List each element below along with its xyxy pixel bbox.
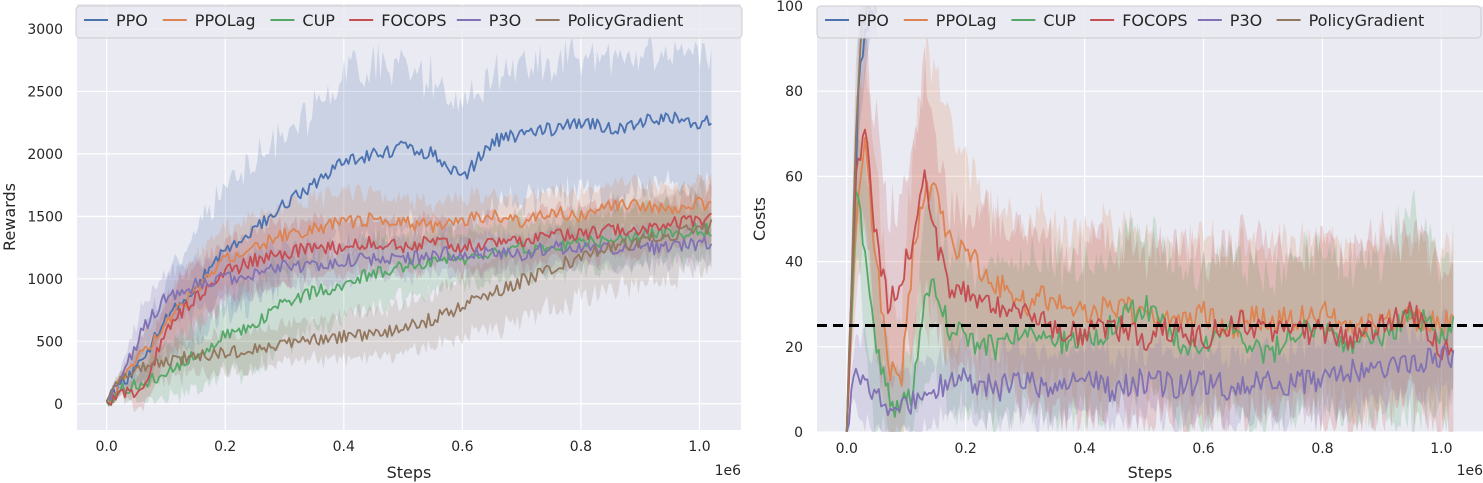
tick-labels: 0.0 0.2 0.4 0.6 0.8 1.0 0 20 40 60 80 100 bbox=[776, 0, 1452, 457]
legend-label-policygradient: PolicyGradient bbox=[568, 11, 684, 30]
y-tick-label: 100 bbox=[776, 0, 803, 15]
legend-label-p3o: P3O bbox=[489, 11, 521, 30]
y-tick-label: 20 bbox=[785, 340, 803, 356]
y-tick-label: 60 bbox=[785, 169, 803, 185]
band-focops bbox=[846, 25, 1454, 432]
x-tick-label: 0.0 bbox=[836, 441, 858, 457]
x-tick-label: 0.0 bbox=[96, 439, 118, 455]
y-tick-label: 2000 bbox=[27, 147, 63, 163]
x-offset-label: 1e6 bbox=[1457, 463, 1483, 479]
y-tick-label: 40 bbox=[785, 255, 803, 271]
legend-label-cup: CUP bbox=[302, 11, 335, 30]
legend-label-ppolag: PPOLag bbox=[195, 11, 256, 30]
x-axis-label: Steps bbox=[387, 463, 432, 482]
line-p3o bbox=[845, 345, 1455, 432]
y-axis-label: Costs bbox=[750, 197, 769, 241]
x-tick-label: 0.4 bbox=[1073, 441, 1095, 457]
x-tick-label: 0.8 bbox=[570, 439, 592, 455]
x-tick-label: 0.6 bbox=[451, 439, 473, 455]
series-lines bbox=[845, 6, 1455, 432]
line-focops bbox=[845, 128, 1455, 432]
series-lines bbox=[105, 111, 713, 407]
plot-background bbox=[817, 6, 1483, 432]
legend-label-ppo: PPO bbox=[857, 11, 889, 30]
grid-lines bbox=[77, 4, 741, 430]
legend-frame bbox=[75, 5, 743, 39]
grid-lines bbox=[817, 5, 1483, 433]
y-tick-label: 1500 bbox=[27, 209, 63, 225]
band-ppolag bbox=[846, 28, 1454, 432]
x-tick-label: 0.8 bbox=[1311, 441, 1333, 457]
band-ppo bbox=[846, 6, 877, 432]
x-tick-label: 1.0 bbox=[1430, 441, 1452, 457]
x-tick-label: 1.0 bbox=[688, 439, 710, 455]
y-tick-label: 0 bbox=[54, 397, 63, 413]
x-axis-label: Steps bbox=[1128, 463, 1173, 482]
x-tick-label: 0.2 bbox=[214, 439, 236, 455]
legend-label-p3o: P3O bbox=[1230, 11, 1262, 30]
legend-label-focops: FOCOPS bbox=[381, 11, 446, 30]
legend: PPO PPOLag CUP FOCOPS P3O PolicyGradient bbox=[816, 5, 1482, 39]
x-tick-label: 0.6 bbox=[1192, 441, 1214, 457]
y-tick-label: 3000 bbox=[27, 22, 63, 38]
y-tick-label: 80 bbox=[785, 84, 803, 100]
legend-label-ppolag: PPOLag bbox=[936, 11, 997, 30]
band-focops bbox=[106, 183, 712, 413]
legend-label-focops: FOCOPS bbox=[1122, 11, 1187, 30]
line-cup bbox=[845, 189, 1455, 432]
confidence-bands bbox=[846, 6, 1454, 432]
band-p3o bbox=[846, 306, 1454, 432]
x-tick-label: 0.2 bbox=[955, 441, 977, 457]
line-ppolag bbox=[106, 197, 712, 403]
line-cup bbox=[105, 222, 712, 407]
y-axis-label: Rewards bbox=[0, 183, 19, 251]
legend: PPO PPOLag CUP FOCOPS P3O PolicyGradient bbox=[75, 5, 743, 39]
tick-labels: 0.0 0.2 0.4 0.6 0.8 1.0 0 500 1000 1500 2000 2500 30… bbox=[27, 22, 710, 455]
x-offset-label: 1e6 bbox=[715, 463, 742, 479]
x-tick-label: 0.4 bbox=[333, 439, 355, 455]
legend-label-cup: CUP bbox=[1043, 11, 1076, 30]
band-cup bbox=[846, 118, 1454, 432]
legend-label-ppo: PPO bbox=[116, 11, 148, 30]
legend-frame bbox=[816, 5, 1482, 39]
y-tick-label: 1000 bbox=[27, 272, 63, 288]
legend-label-policygradient: PolicyGradient bbox=[1309, 11, 1425, 30]
line-policygradient bbox=[105, 219, 713, 402]
y-tick-label: 2500 bbox=[27, 84, 63, 100]
y-tick-label: 500 bbox=[36, 334, 63, 350]
y-tick-label: 0 bbox=[794, 425, 803, 441]
rewards-chart: 0.0 0.2 0.4 0.6 0.8 1.0 0 500 1000 1500 2000 2500 30… bbox=[0, 4, 743, 482]
costs-chart: 0.0 0.2 0.4 0.6 0.8 1.0 0 20 40 60 80 100 Steps Cos… bbox=[750, 0, 1483, 482]
